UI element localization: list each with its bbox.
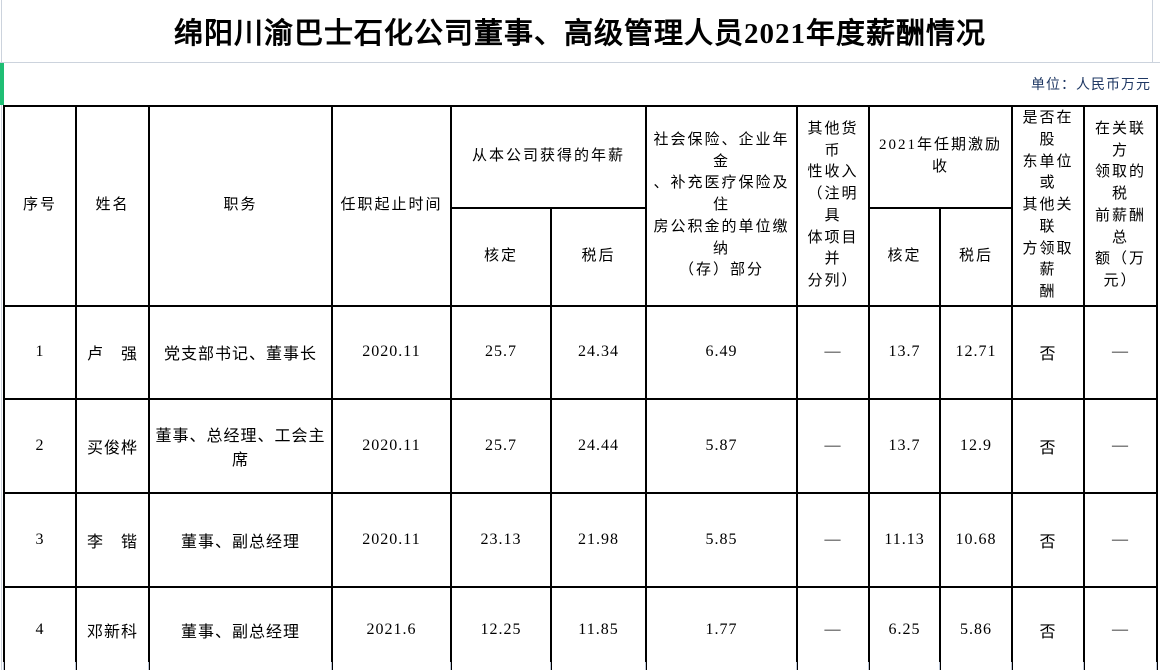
cell-related-total: — xyxy=(1083,585,1159,670)
page-title: 绵阳川渝巴士石化公司董事、高级管理人员2021年度薪酬情况 xyxy=(173,18,986,50)
cell-related: 否 xyxy=(1011,397,1086,494)
cell-name: 卢 强 xyxy=(75,304,150,400)
cell-serial: 4 xyxy=(3,585,77,670)
gridline-stub xyxy=(796,662,797,670)
cell-related: 否 xyxy=(1011,304,1086,400)
cell-name: 邓新科 xyxy=(75,585,150,670)
cell-related-total: — xyxy=(1083,397,1159,494)
gridline-stub xyxy=(331,662,332,670)
header-company-salary-group: 从本公司获得的年薪 xyxy=(449,105,648,209)
cell-other: — xyxy=(796,397,871,494)
gridline-stub xyxy=(1011,662,1012,670)
cell-salary-after-tax: 11.85 xyxy=(549,585,648,670)
gridline-stub xyxy=(3,662,4,670)
gridline-stub xyxy=(1156,662,1157,670)
cell-salary-after-tax: 24.44 xyxy=(549,397,648,494)
cell-social: 5.87 xyxy=(645,397,799,494)
gridline-stub xyxy=(868,662,869,670)
title-row: 绵阳川渝巴士石化公司董事、高级管理人员2021年度薪酬情况 xyxy=(0,0,1160,62)
gridline-stub xyxy=(148,662,149,670)
header-position: 职务 xyxy=(148,105,333,307)
cell-term: 2020.11 xyxy=(331,491,452,588)
cell-incentive-approved: 13.7 xyxy=(868,397,942,494)
cell-term: 2020.11 xyxy=(331,397,452,494)
gridline-stub xyxy=(939,662,940,670)
header-related-party-total: 在关联方 领取的税 前薪酬总 额（万 元） xyxy=(1083,105,1159,307)
cell-serial: 3 xyxy=(3,491,77,588)
header-serial: 序号 xyxy=(3,105,77,307)
cell-name: 买俊桦 xyxy=(75,397,150,494)
cell-position: 董事、副总经理 xyxy=(148,585,333,670)
cell-incentive-approved: 13.7 xyxy=(868,304,942,400)
green-accent-bar xyxy=(0,63,4,105)
header-term: 任职起止时间 xyxy=(331,105,452,307)
cell-incentive-after-tax: 5.86 xyxy=(939,585,1014,670)
cell-salary-after-tax: 24.34 xyxy=(549,304,648,400)
cell-incentive-after-tax: 12.9 xyxy=(939,397,1014,494)
cell-salary-approved: 25.7 xyxy=(450,397,552,494)
cell-salary-after-tax: 21.98 xyxy=(549,491,648,588)
cell-term: 2020.11 xyxy=(331,304,452,400)
gridline-stub xyxy=(550,662,551,670)
header-social-insurance: 社会保险、企业年金 、补充医疗保险及住 房公积金的单位缴纳 （存）部分 xyxy=(645,105,799,307)
gridline-stub xyxy=(1083,662,1084,670)
gridline-vertical-right xyxy=(1152,0,1153,63)
header-incentive-approved: 核定 xyxy=(868,207,942,307)
cell-position: 董事、总经理、工会主席 xyxy=(148,397,333,494)
header-salary-after-tax: 税后 xyxy=(549,207,648,307)
cell-incentive-after-tax: 12.71 xyxy=(939,304,1014,400)
table-row: 2 买俊桦 董事、总经理、工会主席 2020.11 25.7 24.44 5.8… xyxy=(3,397,1159,494)
salary-table: 序号 姓名 职务 任职起止时间 从本公司获得的年薪 社会保险、企业年金 、补充医… xyxy=(3,105,1159,670)
cell-social: 6.49 xyxy=(645,304,799,400)
cell-incentive-approved: 6.25 xyxy=(868,585,942,670)
unit-row: 单位：人民币万元 xyxy=(0,63,1160,105)
cell-name: 李 锴 xyxy=(75,491,150,588)
header-name: 姓名 xyxy=(75,105,150,307)
cell-related-total: — xyxy=(1083,304,1159,400)
cell-position: 党支部书记、董事长 xyxy=(148,304,333,400)
gridline-stub xyxy=(75,662,76,670)
gridline-vertical-left xyxy=(1,0,2,670)
header-incentive-after-tax: 税后 xyxy=(939,207,1014,307)
header-related-party-flag: 是否在股 东单位或 其他关联 方领取薪 酬 xyxy=(1011,105,1086,307)
cell-salary-approved: 25.7 xyxy=(450,304,552,400)
cell-other: — xyxy=(796,491,871,588)
header-row-2: 核定 税后 核定 税后 xyxy=(4,207,1157,307)
cell-social: 5.85 xyxy=(645,491,799,588)
cell-serial: 2 xyxy=(3,397,77,494)
gridline-stub xyxy=(450,662,451,670)
cell-term: 2021.6 xyxy=(331,585,452,670)
cell-salary-approved: 23.13 xyxy=(450,491,552,588)
table-row: 1 卢 强 党支部书记、董事长 2020.11 25.7 24.34 6.49 … xyxy=(3,304,1159,400)
gridline-stub xyxy=(645,662,646,670)
cell-incentive-approved: 11.13 xyxy=(868,491,942,588)
cell-other: — xyxy=(796,304,871,400)
cell-position: 董事、副总经理 xyxy=(148,491,333,588)
header-incentive-group: 2021年任期激励收 xyxy=(868,105,1014,209)
cell-related: 否 xyxy=(1011,585,1086,670)
cell-related: 否 xyxy=(1011,491,1086,588)
cell-other: — xyxy=(796,585,871,670)
cell-related-total: — xyxy=(1083,491,1159,588)
cell-incentive-after-tax: 10.68 xyxy=(939,491,1014,588)
gridline-horizontal xyxy=(0,62,1160,63)
table-row: 4 邓新科 董事、副总经理 2021.6 12.25 11.85 1.77 — … xyxy=(3,585,1159,670)
unit-note: 单位：人民币万元 xyxy=(1031,78,1151,93)
cell-salary-approved: 12.25 xyxy=(450,585,552,670)
header-row-1: 序号 姓名 职务 任职起止时间 从本公司获得的年薪 社会保险、企业年金 、补充医… xyxy=(3,105,1159,307)
cell-social: 1.77 xyxy=(645,585,799,670)
header-salary-approved: 核定 xyxy=(450,207,552,307)
table-row: 3 李 锴 董事、副总经理 2020.11 23.13 21.98 5.85 —… xyxy=(3,491,1159,588)
cell-serial: 1 xyxy=(3,304,77,400)
header-other-monetary-income: 其他货币 性收入 （注明具 体项目并 分列） xyxy=(796,105,871,307)
